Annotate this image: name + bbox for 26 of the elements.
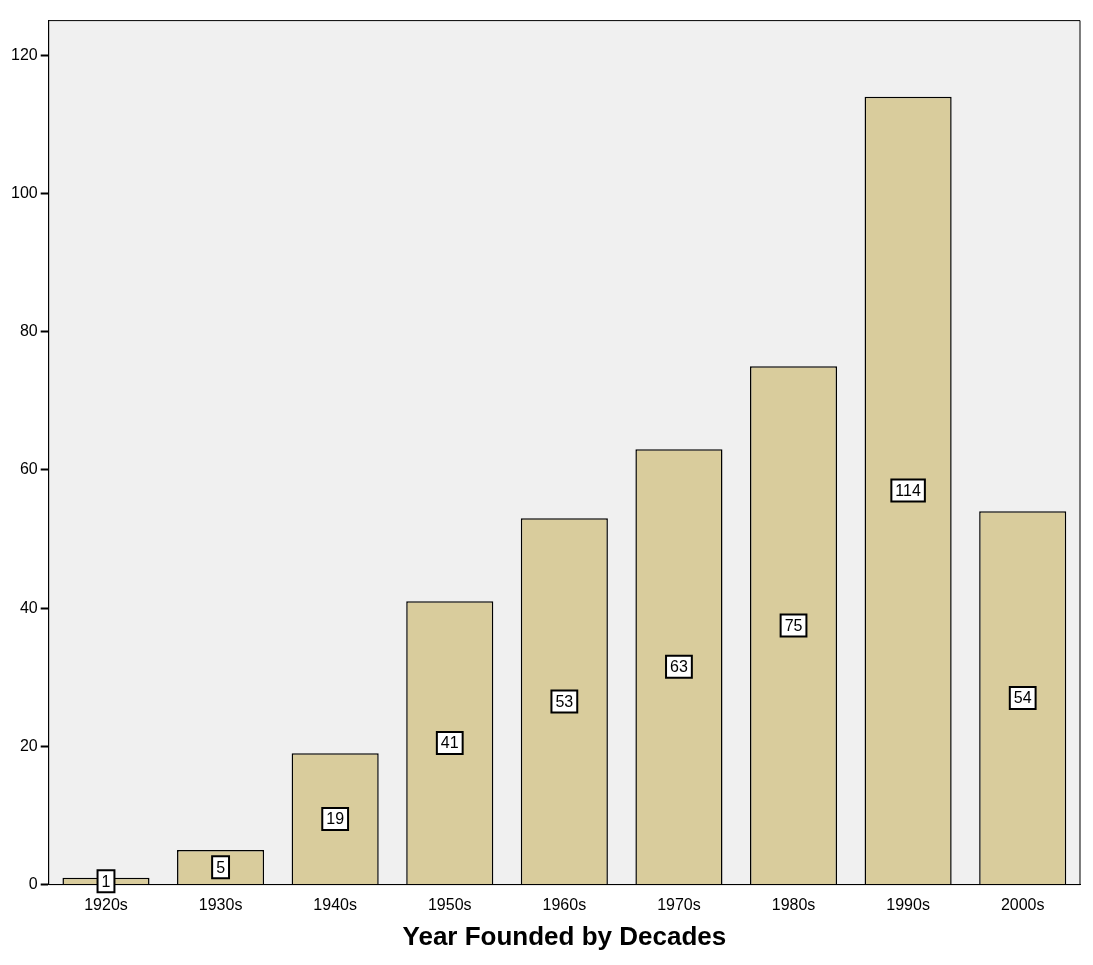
x-tick-label: 1970s [657,895,701,913]
x-tick-label: 1920s [84,895,128,913]
data-label: 114 [895,482,921,500]
y-tick-label: 100 [10,183,38,201]
data-label: 63 [670,658,688,676]
data-label: 75 [784,616,803,634]
y-tick-label: 0 [28,875,38,893]
x-tick-label: 1940s [313,895,357,913]
data-label: 19 [326,810,345,828]
y-tick-label: 120 [10,45,38,63]
x-axis-title: Year Founded by Decades [402,920,727,951]
y-tick-label: 20 [19,736,38,754]
data-label: 5 [216,858,226,876]
x-tick-label: 2000s [1000,895,1045,913]
x-tick-label: 1980s [771,895,816,913]
x-tick-label: 1990s [886,895,930,913]
data-label: 1 [101,872,111,890]
data-label: 53 [555,692,574,710]
x-tick-label: 1950s [427,895,472,913]
data-label: 41 [440,734,459,752]
x-tick-label: 1930s [198,895,243,913]
y-tick-label: 40 [19,598,38,616]
x-tick-label: 1960s [542,895,587,913]
y-tick-label: 80 [19,322,38,340]
y-tick-label: 60 [19,460,38,478]
data-label: 54 [1013,689,1032,707]
